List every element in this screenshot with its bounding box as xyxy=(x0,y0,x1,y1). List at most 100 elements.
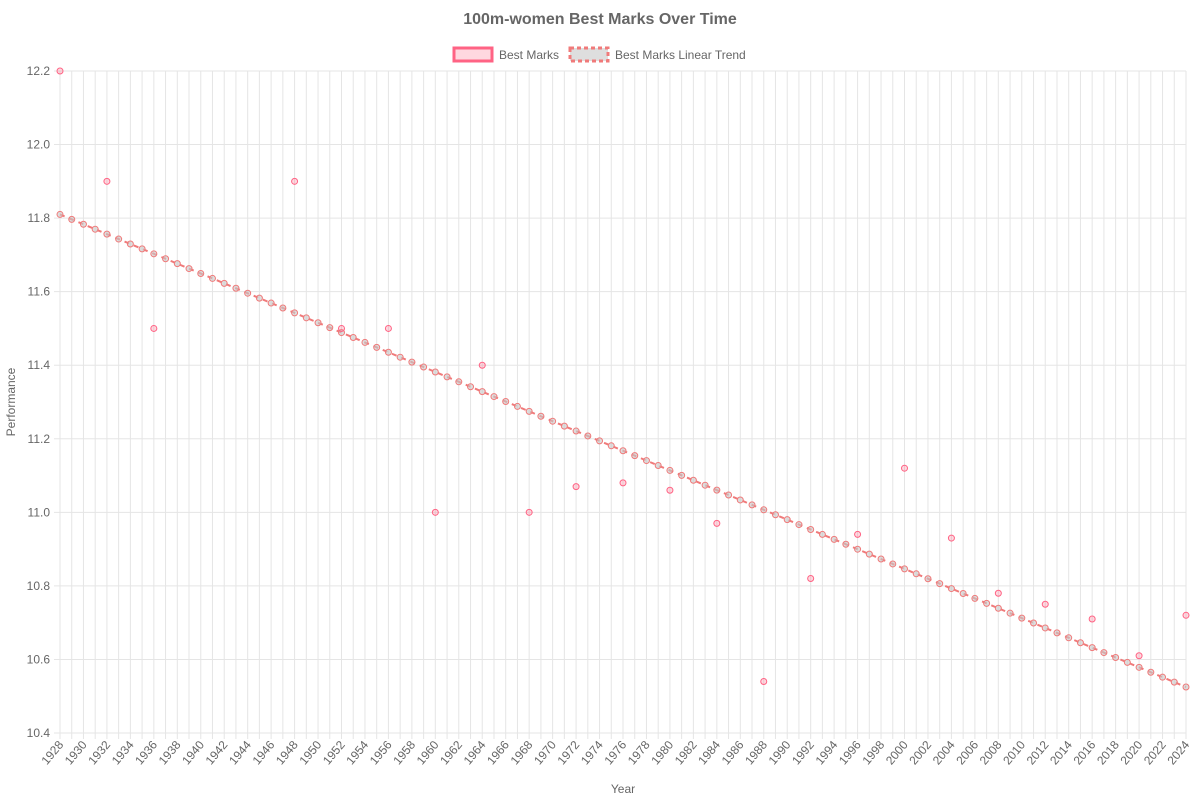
trend-point[interactable] xyxy=(513,402,521,410)
trend-point[interactable] xyxy=(1135,663,1143,671)
trend-point[interactable] xyxy=(983,599,991,607)
best-mark-point[interactable] xyxy=(854,530,862,538)
trend-point[interactable] xyxy=(666,466,674,474)
trend-point[interactable] xyxy=(959,589,967,597)
trend-point[interactable] xyxy=(947,585,955,593)
trend-point[interactable] xyxy=(631,452,639,460)
trend-point[interactable] xyxy=(736,496,744,504)
trend-point[interactable] xyxy=(162,255,170,263)
trend-point[interactable] xyxy=(1147,668,1155,676)
trend-point[interactable] xyxy=(1100,649,1108,657)
trend-point[interactable] xyxy=(1041,624,1049,632)
trend-point[interactable] xyxy=(619,447,627,455)
trend-point[interactable] xyxy=(173,260,181,268)
trend-point[interactable] xyxy=(384,348,392,356)
best-mark-point[interactable] xyxy=(150,324,158,332)
best-mark-point[interactable] xyxy=(291,177,299,185)
trend-point[interactable] xyxy=(1053,629,1061,637)
legend-label-linear-trend[interactable]: Best Marks Linear Trend xyxy=(615,48,746,62)
trend-point[interactable] xyxy=(314,319,322,327)
trend-point[interactable] xyxy=(420,363,428,371)
legend-swatch-best-marks[interactable] xyxy=(452,46,494,63)
trend-point[interactable] xyxy=(103,230,111,238)
best-mark-point[interactable] xyxy=(56,67,64,75)
trend-point[interactable] xyxy=(267,299,275,307)
best-mark-point[interactable] xyxy=(1182,611,1190,619)
trend-point[interactable] xyxy=(56,210,64,218)
trend-point[interactable] xyxy=(760,506,768,514)
trend-point[interactable] xyxy=(502,398,510,406)
trend-point[interactable] xyxy=(1030,619,1038,627)
trend-point[interactable] xyxy=(924,575,932,583)
best-mark-point[interactable] xyxy=(619,479,627,487)
trend-point[interactable] xyxy=(478,388,486,396)
trend-point[interactable] xyxy=(232,284,240,292)
best-mark-point[interactable] xyxy=(572,483,580,491)
trend-point[interactable] xyxy=(490,393,498,401)
trend-point[interactable] xyxy=(431,368,439,376)
trend-point[interactable] xyxy=(91,225,99,233)
trend-point[interactable] xyxy=(197,270,205,278)
trend-point[interactable] xyxy=(525,407,533,415)
trend-point[interactable] xyxy=(302,314,310,322)
best-mark-point[interactable] xyxy=(525,508,533,516)
trend-point[interactable] xyxy=(654,461,662,469)
trend-point[interactable] xyxy=(185,265,193,273)
trend-point[interactable] xyxy=(79,220,87,228)
trend-point[interactable] xyxy=(220,279,228,287)
best-mark-point[interactable] xyxy=(760,678,768,686)
trend-point[interactable] xyxy=(678,471,686,479)
trend-point[interactable] xyxy=(361,338,369,346)
trend-point[interactable] xyxy=(689,476,697,484)
best-mark-point[interactable] xyxy=(666,486,674,494)
trend-point[interactable] xyxy=(408,358,416,366)
trend-point[interactable] xyxy=(244,289,252,297)
trend-point[interactable] xyxy=(994,604,1002,612)
trend-point[interactable] xyxy=(642,457,650,465)
best-mark-point[interactable] xyxy=(431,508,439,516)
trend-point[interactable] xyxy=(349,334,357,342)
trend-point[interactable] xyxy=(783,516,791,524)
trend-point[interactable] xyxy=(1076,639,1084,647)
trend-point[interactable] xyxy=(560,422,568,430)
trend-point[interactable] xyxy=(1088,644,1096,652)
legend[interactable]: Best Marks Best Marks Linear Trend xyxy=(452,46,746,63)
trend-point[interactable] xyxy=(126,240,134,248)
best-mark-point[interactable] xyxy=(338,324,345,332)
trend-point[interactable] xyxy=(1123,658,1131,666)
trend-point[interactable] xyxy=(807,525,815,533)
trend-point[interactable] xyxy=(138,245,146,253)
legend-swatch-linear-trend[interactable] xyxy=(568,46,610,63)
trend-point[interactable] xyxy=(537,412,545,420)
trend-point[interactable] xyxy=(1006,609,1014,617)
trend-point[interactable] xyxy=(1170,678,1178,686)
best-mark-point[interactable] xyxy=(947,534,955,542)
trend-point[interactable] xyxy=(771,511,779,519)
trend-point[interactable] xyxy=(455,378,463,386)
trend-point[interactable] xyxy=(572,427,580,435)
trend-point[interactable] xyxy=(854,545,862,553)
trend-point[interactable] xyxy=(1018,614,1026,622)
trend-point[interactable] xyxy=(584,432,592,440)
trend-point[interactable] xyxy=(279,304,287,312)
trend-point[interactable] xyxy=(467,383,475,391)
best-mark-point[interactable] xyxy=(901,464,908,472)
best-mark-point[interactable] xyxy=(1041,600,1049,608)
trend-point[interactable] xyxy=(115,235,123,243)
best-mark-point[interactable] xyxy=(384,324,392,332)
trend-point[interactable] xyxy=(901,565,908,573)
trend-point[interactable] xyxy=(443,373,451,381)
trend-point[interactable] xyxy=(830,535,838,543)
trend-point[interactable] xyxy=(865,550,873,558)
trend-point[interactable] xyxy=(150,250,158,258)
trend-point[interactable] xyxy=(701,481,709,489)
trend-point[interactable] xyxy=(818,530,826,538)
trend-point[interactable] xyxy=(971,594,979,602)
trend-point[interactable] xyxy=(725,491,733,499)
trend-point[interactable] xyxy=(795,521,803,529)
legend-label-best-marks[interactable]: Best Marks xyxy=(499,48,559,62)
trend-point[interactable] xyxy=(208,274,216,282)
best-mark-point[interactable] xyxy=(713,519,721,527)
trend-point[interactable] xyxy=(748,501,756,509)
trend-point[interactable] xyxy=(889,560,897,568)
